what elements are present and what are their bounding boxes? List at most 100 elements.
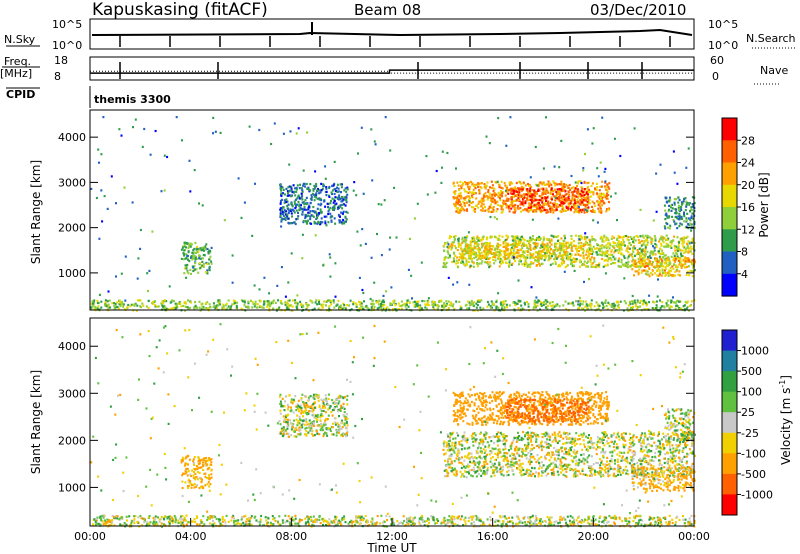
power-cell: [502, 242, 505, 245]
power-cell: [606, 183, 609, 186]
power-cell: [443, 244, 446, 247]
power-cell: [691, 275, 694, 278]
velocity-cell: [461, 456, 463, 459]
power-cell: [658, 273, 661, 276]
velocity-cell: [449, 439, 451, 443]
power-cell: [569, 202, 572, 205]
power-cell: [626, 257, 629, 260]
power-cell: [543, 248, 546, 251]
power-cell: [641, 257, 644, 260]
power-cell: [485, 257, 488, 260]
power-cell: [645, 304, 648, 307]
power-cell: [671, 274, 674, 277]
power-cell: [170, 300, 173, 303]
power-cell: [397, 302, 400, 305]
power-cell: [617, 303, 620, 306]
power-cell: [664, 265, 667, 269]
velocity-cell: [502, 435, 505, 438]
power-cell: [466, 183, 469, 186]
power-cell: [577, 196, 580, 199]
power-cell: [501, 204, 504, 207]
power-cell: [290, 202, 293, 205]
power-cell: [325, 186, 328, 189]
power-cell: [562, 209, 565, 212]
power-cell: [648, 267, 651, 270]
power-cell: [554, 255, 557, 258]
power-cell: [631, 294, 634, 298]
power-cell: [567, 246, 570, 249]
power-cell: [535, 301, 538, 304]
power-cell: [505, 188, 508, 191]
power-cell: [302, 182, 305, 185]
power-cell: [281, 210, 284, 214]
power-cell: [573, 245, 576, 248]
power-cell: [673, 244, 676, 247]
power-cell: [542, 189, 545, 192]
power-cell: [426, 303, 429, 306]
power-cell: [490, 203, 492, 206]
power-cell: [547, 304, 549, 307]
power-cell: [550, 190, 552, 193]
power-cell: [195, 247, 198, 250]
power-cell: [191, 251, 194, 254]
power-cell: [538, 204, 540, 207]
power-cell: [187, 272, 190, 275]
power-cell: [548, 185, 551, 188]
power-cell: [286, 204, 289, 207]
power-cell: [667, 216, 670, 219]
power-cell: [418, 306, 421, 309]
power-cell: [497, 254, 500, 257]
power-cell: [329, 212, 332, 215]
power-cell: [683, 220, 686, 223]
power-cell: [295, 306, 298, 309]
power-cell: [526, 188, 529, 191]
power-cell: [316, 222, 319, 225]
power-cell: [457, 240, 460, 243]
power-cell: [316, 189, 319, 192]
power-cell: [517, 204, 519, 208]
power-cell: [450, 235, 453, 238]
power-cell: [538, 205, 541, 208]
power-cell: [462, 200, 465, 203]
power-cell: [487, 303, 490, 306]
velocity-cell: [572, 459, 575, 462]
power-cell: [646, 243, 649, 247]
power-cell: [493, 191, 496, 195]
velocity-cell: [510, 443, 513, 446]
power-cell: [663, 204, 666, 207]
velocity-cell: [537, 475, 540, 478]
power-cell: [281, 186, 284, 189]
power-cell: [576, 204, 579, 207]
power-cell: [539, 253, 542, 256]
power-cell: [461, 249, 464, 252]
power-cell: [541, 245, 544, 249]
power-cell: [657, 259, 660, 262]
power-cell: [596, 167, 599, 170]
power-cell: [308, 188, 310, 191]
power-cell: [511, 235, 514, 238]
power-cell: [293, 221, 295, 224]
power-cell: [527, 242, 530, 245]
power-cell: [609, 253, 612, 256]
velocity-cell: [538, 467, 540, 470]
velocity-cell: [588, 454, 591, 457]
power-cell: [341, 203, 344, 206]
power-cell: [380, 302, 382, 306]
velocity-cell: [512, 461, 515, 464]
power-cell: [522, 243, 525, 246]
power-cell: [219, 303, 222, 306]
power-cell: [469, 264, 472, 267]
power-cell: [285, 210, 288, 213]
power-cell: [547, 191, 550, 194]
power-cell: [468, 188, 471, 191]
power-cell: [517, 207, 520, 210]
power-cell: [304, 199, 307, 202]
power-cell: [456, 256, 459, 259]
velocity-cell: [447, 435, 450, 438]
power-cell: [552, 209, 555, 212]
nsky-scan-markers: [119, 36, 671, 47]
power-cell: [352, 303, 355, 306]
power-cell: [217, 299, 220, 302]
power-cell: [514, 236, 517, 239]
power-cell: [565, 257, 568, 260]
